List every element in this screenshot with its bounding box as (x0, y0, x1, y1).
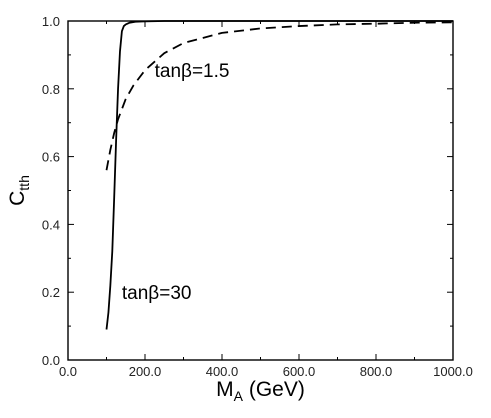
annotation-layer: tanβ=1.5 tanβ=30 (122, 61, 230, 304)
x-axis-label-sub: A (234, 388, 244, 404)
x-tick-label: 200.0 (129, 364, 162, 379)
y-tick-label: 0.0 (42, 353, 60, 368)
y-axis-label-sub: tth (16, 175, 32, 191)
x-tick-label: 1000.0 (433, 364, 473, 379)
y-axis-ticks: 0.0 0.2 0.4 0.6 0.8 1.0 (42, 14, 453, 368)
y-tick-label: 0.8 (42, 82, 60, 97)
series-line-solid (105, 20, 453, 330)
y-axis-label-main: C (6, 191, 29, 206)
y-tick-label: 0.4 (42, 217, 60, 232)
x-axis-label-main: M (216, 378, 234, 401)
x-tick-label: 0.0 (59, 364, 77, 379)
x-axis-label-unit: (GeV) (243, 378, 305, 401)
series-line-dashed (105, 21, 454, 171)
x-axis-label: MA (GeV) (216, 378, 305, 404)
plot-frame (67, 20, 454, 361)
x-tick-label: 800.0 (360, 364, 393, 379)
y-tick-label: 0.2 (42, 285, 60, 300)
x-tick-label: 400.0 (206, 364, 239, 379)
series-layer (105, 20, 454, 330)
y-tick-label: 0.6 (42, 150, 60, 165)
y-tick-label: 1.0 (42, 14, 60, 29)
series-annotation: tanβ=1.5 (155, 61, 230, 82)
y-axis-label: Ctth (6, 175, 32, 206)
x-tick-label: 600.0 (283, 364, 316, 379)
x-axis-ticks: 0.0 200.0 400.0 600.0 800.0 1000.0 (59, 21, 473, 379)
series-annotation: tanβ=30 (122, 283, 192, 304)
